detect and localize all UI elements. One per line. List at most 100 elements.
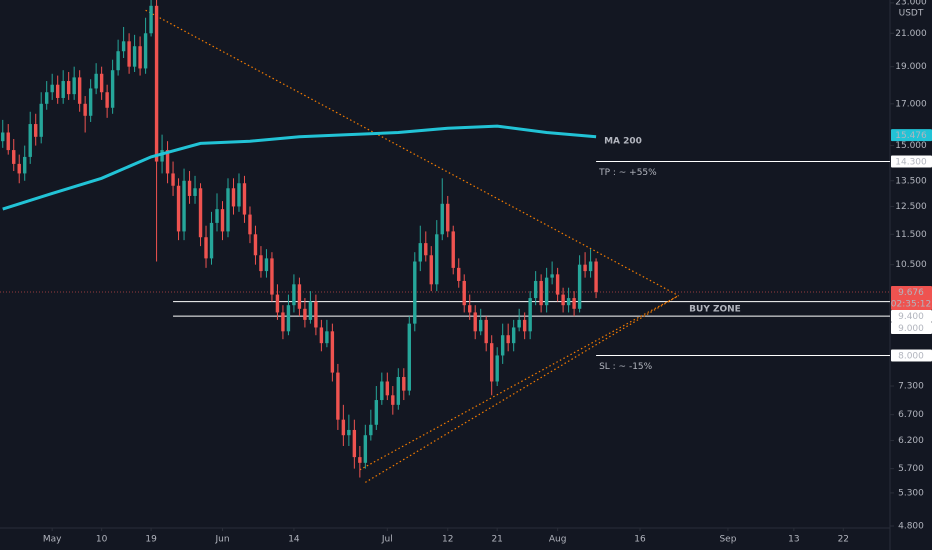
candle-body — [440, 203, 444, 235]
candle-body — [39, 103, 43, 137]
candle-body — [330, 331, 335, 373]
candle-body — [402, 377, 406, 391]
candle-body — [121, 41, 126, 52]
y-tick-label: 6.200 — [898, 436, 924, 446]
y-tick-label: 15.000 — [895, 141, 927, 151]
candle-body — [226, 188, 230, 232]
y-tick-label: 5.700 — [898, 464, 924, 474]
trendline — [365, 295, 679, 483]
candle-body — [352, 429, 357, 458]
x-tick-label: 10 — [96, 535, 108, 545]
candle-body — [259, 255, 263, 272]
candle-body — [533, 280, 538, 299]
candle-body — [176, 185, 181, 232]
candle-body — [198, 188, 203, 238]
candle-body — [396, 377, 401, 405]
candle-body — [451, 231, 455, 268]
candle-body — [55, 84, 60, 98]
x-tick-label: Jun — [214, 535, 229, 545]
candle-body — [281, 312, 285, 332]
price-label: 9.400 — [898, 312, 924, 322]
buy-zone-label: BUY ZONE — [689, 304, 741, 314]
x-tick-label: 22 — [838, 535, 849, 545]
ma-label: MA 200 — [604, 136, 642, 146]
currency-label: USDT — [899, 9, 924, 19]
candle-body — [358, 457, 362, 463]
candle-body — [555, 274, 560, 295]
candle-body — [127, 41, 131, 67]
ma-line — [2, 124, 597, 211]
candle-body — [209, 222, 214, 259]
candle-body — [369, 424, 373, 436]
candle-body — [407, 323, 411, 391]
candle-body — [215, 209, 219, 223]
candle-body — [336, 372, 340, 420]
candle-body — [572, 298, 576, 309]
y-tick-label: 7.300 — [898, 382, 924, 392]
candle-body — [588, 261, 593, 272]
price-label-box — [891, 285, 932, 310]
price-label: 9.676 — [898, 288, 924, 298]
x-tick-label: Jul — [381, 535, 393, 545]
y-tick-label: 5.300 — [898, 488, 924, 498]
price-label-box — [891, 155, 932, 168]
candle-body — [380, 381, 384, 401]
candle-body — [495, 355, 499, 382]
candle-body — [23, 156, 27, 174]
x-tick-label: May — [43, 535, 62, 545]
candle-body — [34, 124, 38, 137]
y-tick-label: 23.000 — [895, 0, 927, 7]
price-label: 9.000 — [898, 324, 924, 334]
candle-body — [314, 301, 318, 328]
candle-body — [539, 280, 543, 306]
candle-body — [6, 132, 10, 151]
candle-body — [435, 234, 439, 285]
candle-body — [462, 280, 466, 306]
candle-body — [479, 319, 483, 332]
x-tick-label: Aug — [549, 535, 567, 545]
candle-body — [446, 203, 450, 232]
candle-body — [220, 209, 225, 232]
candle-body — [77, 77, 82, 104]
candle-body — [270, 258, 274, 295]
candle-body — [28, 124, 32, 157]
candle-body — [528, 298, 532, 332]
candle-body — [489, 343, 494, 382]
candle-body — [72, 77, 76, 95]
candle-body — [347, 429, 351, 436]
candle-body — [165, 150, 170, 174]
price-label: 15.476 — [895, 131, 927, 141]
candle-body — [116, 51, 120, 71]
candle-body — [160, 150, 164, 162]
candle-body — [275, 294, 280, 313]
x-tick-label: Sep — [719, 535, 736, 545]
candle-body — [83, 103, 87, 116]
candle-body — [1, 132, 5, 142]
candle-body — [468, 305, 472, 313]
y-tick-label: 6.700 — [898, 410, 924, 420]
candle-body — [105, 92, 109, 108]
candle-body — [61, 81, 65, 98]
candle-body — [138, 46, 142, 69]
candle-body — [418, 243, 422, 262]
candle-body — [303, 308, 307, 320]
y-tick-label: 13.500 — [895, 176, 927, 186]
candle-body — [242, 183, 247, 215]
price-label-box — [891, 349, 932, 362]
x-tick-label: 21 — [491, 535, 502, 545]
candle-body — [204, 237, 208, 259]
candle-body — [522, 319, 527, 332]
candle-body — [561, 294, 565, 306]
candle-body — [517, 319, 521, 328]
x-tick-label: 13 — [788, 535, 799, 545]
candle-body — [500, 335, 505, 356]
level-label: TP : ~ +55% — [598, 168, 657, 178]
candle-body — [391, 395, 395, 405]
y-tick-label: 10.500 — [895, 260, 927, 270]
x-tick-label: 19 — [145, 535, 157, 545]
candle-body — [594, 261, 598, 292]
candle-body — [511, 327, 516, 344]
y-tick-label: 4.800 — [898, 522, 924, 532]
